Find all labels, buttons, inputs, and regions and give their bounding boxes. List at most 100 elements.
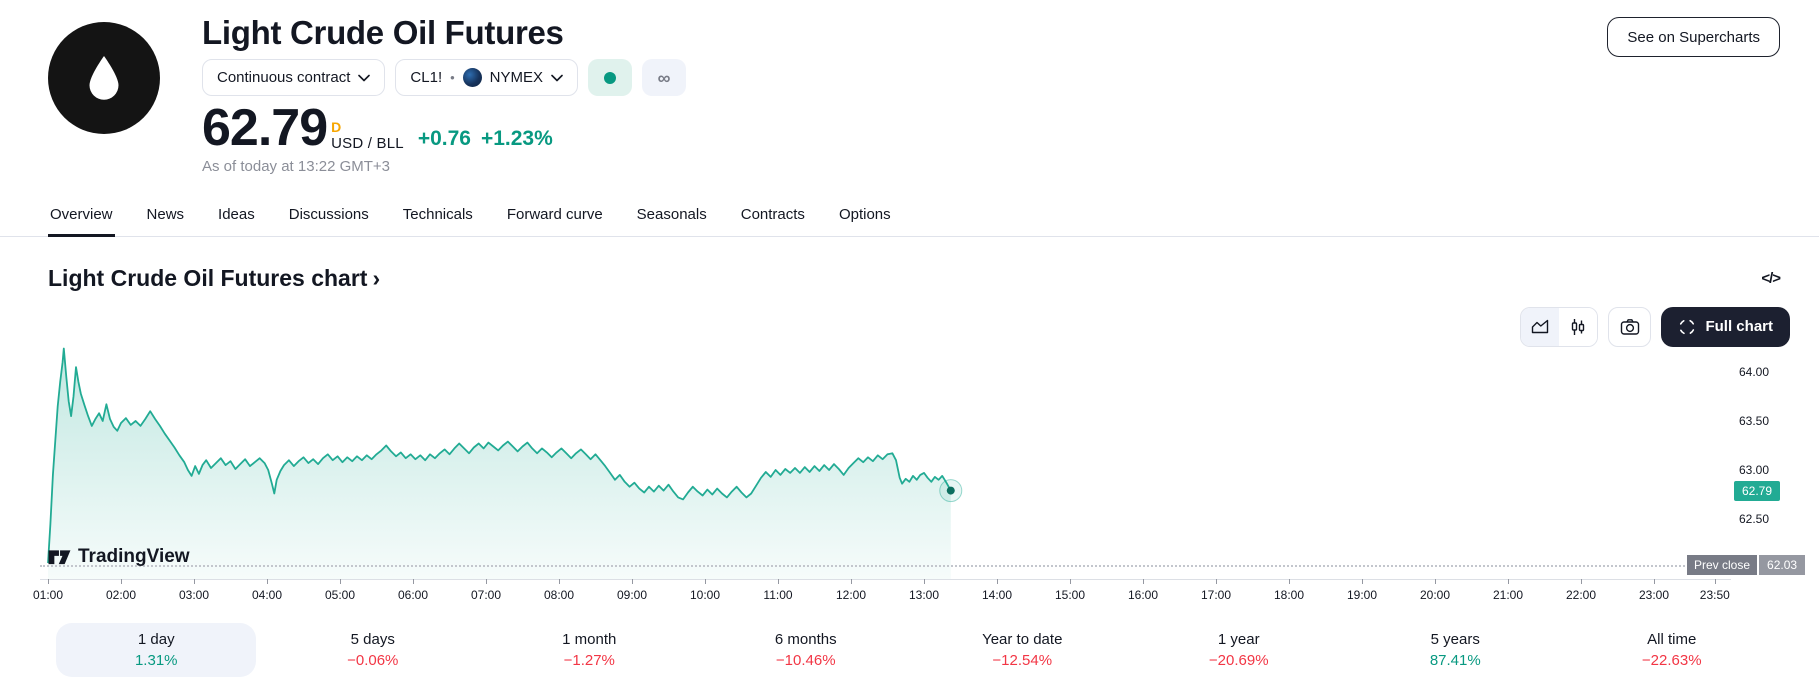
x-axis-tick	[778, 578, 779, 584]
prev-close-badge: Prev close 62.03	[1687, 554, 1806, 575]
time-axis[interactable]: 01:00 02:00 03:00 04:00 05:00 06:00 07:00 08:00…	[33, 578, 1731, 609]
x-axis-label: 11:00	[763, 587, 793, 602]
period-column: 5 years 87.41%	[1347, 623, 1564, 677]
x-axis-label: 16:00	[1127, 587, 1159, 602]
period-button-year-to-date[interactable]: Year to date −12.54%	[922, 623, 1122, 677]
symbol-header: Light Crude Oil Futures Continuous contr…	[0, 0, 1819, 175]
period-label: All time	[1647, 630, 1697, 648]
x-axis-label: 10:00	[689, 587, 721, 602]
embed-code-button[interactable]: </>	[1761, 269, 1781, 287]
period-label: Year to date	[982, 630, 1063, 648]
x-axis-label: 15:00	[1054, 587, 1086, 602]
chart-section-heading-link[interactable]: Light Crude Oil Futures chart ›	[48, 265, 380, 292]
snapshot-camera-button[interactable]	[1608, 306, 1652, 347]
market-open-status-badge[interactable]	[588, 59, 633, 96]
separator-dot: •	[450, 70, 455, 85]
oil-drop-icon	[89, 56, 119, 100]
period-button-1-month[interactable]: 1 month −1.27%	[489, 623, 689, 677]
x-axis-label: 01:00	[32, 587, 64, 602]
period-label: 5 years	[1430, 630, 1480, 648]
price-chart-widget: Full chart TradingView 01:00 02:00 03:00 04…	[0, 302, 1819, 609]
period-button-1-year[interactable]: 1 year −20.69%	[1139, 623, 1339, 677]
price-block: 62.79 D USD / BLL +0.76 +1.23%	[202, 102, 686, 154]
period-column: 1 month −1.27%	[481, 623, 698, 677]
full-chart-label: Full chart	[1705, 318, 1773, 336]
area-chart-icon	[1532, 319, 1549, 333]
chart-area-fill	[48, 348, 951, 579]
x-axis-tick	[1143, 578, 1144, 584]
x-axis-tick	[1362, 578, 1363, 584]
x-axis-tick	[413, 578, 414, 584]
x-axis-tick	[1654, 578, 1655, 584]
watermark-label: TradingView	[78, 545, 190, 567]
period-button-all-time[interactable]: All time −22.63%	[1572, 623, 1772, 677]
period-label: 6 months	[774, 630, 837, 648]
period-change-value: −20.69%	[1208, 651, 1269, 669]
x-axis-tick	[1216, 578, 1217, 584]
tab-forward-curve[interactable]: Forward curve	[505, 196, 605, 236]
chart-section-header: Light Crude Oil Futures chart › </>	[0, 237, 1819, 292]
period-label: 1 day	[137, 630, 175, 648]
y-axis-label: 63.50	[1739, 413, 1770, 428]
infinity-icon: ∞	[657, 67, 671, 88]
y-axis-label: 62.50	[1739, 511, 1770, 526]
period-column: Year to date −12.54%	[914, 623, 1131, 677]
period-column: 6 months −10.46%	[698, 623, 915, 677]
see-on-supercharts-button[interactable]: See on Supercharts	[1607, 17, 1780, 57]
symbol-badges-row: Continuous contract CL1! • NYMEX	[202, 59, 687, 96]
chart-toolbar: Full chart	[1520, 306, 1790, 347]
x-axis-tick	[340, 578, 341, 584]
change-percent: +1.23%	[480, 126, 553, 150]
chevron-right-icon: ›	[372, 264, 381, 291]
period-column: 5 days −0.06%	[265, 623, 482, 677]
candles-chart-style-button[interactable]	[1559, 307, 1598, 346]
chart-heading-text: Light Crude Oil Futures chart	[48, 264, 368, 291]
x-axis-label: 23:00	[1638, 587, 1670, 602]
symbol-logo	[48, 22, 160, 134]
period-change-value: −1.27%	[563, 651, 615, 669]
period-button-1-day[interactable]: 1 day 1.31%	[56, 622, 257, 677]
tab-ideas[interactable]: Ideas	[216, 196, 257, 236]
tab-overview[interactable]: Overview	[48, 196, 115, 237]
x-axis-label: 14:00	[981, 587, 1013, 602]
period-column: All time −22.63%	[1564, 623, 1781, 677]
x-axis-tick	[1581, 578, 1582, 584]
period-label: 5 days	[350, 630, 395, 648]
tab-seasonals[interactable]: Seasonals	[635, 196, 709, 236]
period-change-value: −12.54%	[992, 651, 1053, 669]
prev-close-value: 62.03	[1759, 554, 1806, 575]
camera-icon	[1620, 318, 1640, 335]
symbol-exchange-dropdown[interactable]: CL1! • NYMEX	[395, 59, 579, 96]
tab-contracts[interactable]: Contracts	[739, 196, 807, 236]
as-of-timestamp: As of today at 13:22 GMT+3	[202, 157, 391, 175]
tab-technicals[interactable]: Technicals	[401, 196, 475, 236]
tab-news[interactable]: News	[145, 196, 187, 236]
contract-type-dropdown[interactable]: Continuous contract	[202, 59, 386, 96]
period-button-6-months[interactable]: 6 months −10.46%	[706, 623, 906, 677]
x-axis-tick	[705, 578, 706, 584]
continuous-contract-badge[interactable]: ∞	[642, 59, 687, 96]
chart-plot-area[interactable]: TradingView	[40, 302, 1731, 579]
x-axis-tick	[1435, 578, 1436, 584]
x-axis-tick	[851, 578, 852, 584]
full-chart-button[interactable]: Full chart	[1661, 306, 1790, 347]
x-axis-label: 18:00	[1273, 587, 1305, 602]
x-axis-tick	[632, 578, 633, 584]
market-phase-flag: D	[331, 118, 342, 135]
tradingview-logo-icon	[48, 550, 71, 564]
tab-discussions[interactable]: Discussions	[287, 196, 371, 236]
period-label: 1 month	[562, 630, 617, 648]
chart-line	[47, 347, 952, 563]
last-price-tag: 62.79	[1734, 480, 1781, 501]
page-title: Light Crude Oil Futures	[202, 14, 564, 51]
period-button-5-days[interactable]: 5 days −0.06%	[273, 623, 473, 677]
x-axis-label: 23:50	[1699, 587, 1730, 602]
period-button-5-years[interactable]: 5 years 87.41%	[1355, 623, 1555, 677]
candles-icon	[1572, 318, 1585, 335]
x-axis-label: 08:00	[543, 587, 575, 602]
period-column: 1 year −20.69%	[1131, 623, 1348, 677]
area-chart-style-button[interactable]	[1521, 307, 1560, 346]
prev-close-line	[40, 564, 1685, 567]
tab-options[interactable]: Options	[837, 196, 893, 236]
period-change-value: 87.41%	[1429, 651, 1481, 669]
